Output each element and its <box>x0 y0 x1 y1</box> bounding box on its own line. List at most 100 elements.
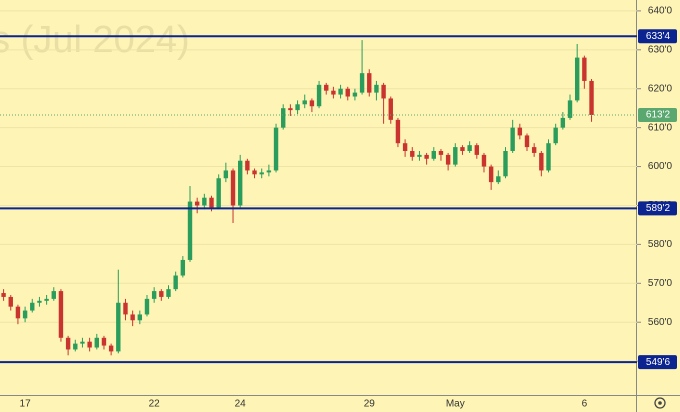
candle-body <box>367 73 372 93</box>
candle-body <box>424 154 429 159</box>
y-tick-label: 640'0 <box>648 6 673 17</box>
candle-body <box>309 100 315 107</box>
candle-body <box>410 150 415 157</box>
candle-body <box>517 127 523 136</box>
candle-body <box>166 289 171 297</box>
y-tick-label: 580'0 <box>648 239 673 250</box>
candle-body <box>288 108 293 111</box>
candle-body <box>582 57 587 81</box>
candle-body <box>252 170 257 175</box>
candle-body <box>589 80 594 115</box>
candle-body <box>151 291 157 299</box>
x-tick-label: 22 <box>149 399 161 410</box>
candle-body <box>295 104 300 111</box>
candle-body <box>331 90 336 95</box>
x-tick-label: 24 <box>235 399 247 410</box>
candle-body <box>381 84 386 99</box>
candle-body <box>8 296 13 307</box>
candle-body <box>144 298 150 315</box>
candle-body <box>567 100 573 118</box>
candle-body <box>194 201 200 206</box>
candle-body <box>510 127 515 151</box>
level-label-box <box>638 355 677 370</box>
level-label: 633'4 <box>646 31 671 42</box>
candle-body <box>80 341 85 344</box>
candle-body <box>460 147 465 151</box>
candle-body <box>395 119 401 144</box>
settings-icon[interactable] <box>654 397 666 409</box>
candle-body <box>51 291 56 299</box>
candle-body <box>245 160 250 171</box>
candle-body <box>417 154 422 157</box>
candle-body <box>553 127 558 144</box>
candle-body <box>560 117 566 128</box>
candle-body <box>574 57 580 101</box>
candle-body <box>58 291 64 338</box>
candle-body <box>173 275 178 290</box>
candle-body <box>15 306 21 319</box>
candle-body <box>87 341 92 348</box>
y-tick-label: 620'0 <box>648 83 673 94</box>
candle-body <box>531 147 537 153</box>
y-tick-label: 600'0 <box>648 161 673 172</box>
candle-body <box>108 345 114 352</box>
candle-body <box>281 108 286 128</box>
y-tick-label: 570'0 <box>648 278 673 289</box>
candle-body <box>22 310 28 319</box>
last-price-label: 613'2 <box>646 110 671 121</box>
watermark: es (Jul 2024) <box>0 19 190 61</box>
candle-body <box>44 298 49 301</box>
level-label-box <box>638 29 677 44</box>
candle-body <box>202 197 207 206</box>
candle-body <box>316 84 322 107</box>
candle-body <box>101 337 107 346</box>
candle-body <box>37 300 42 303</box>
candle-body <box>223 170 229 179</box>
settings-icon-dot <box>658 401 662 405</box>
candle-body <box>524 135 530 148</box>
candle-body <box>65 337 71 350</box>
candle-body <box>496 176 501 183</box>
candle-body <box>209 197 214 208</box>
candle-body <box>546 143 551 171</box>
level-label-box <box>638 201 677 216</box>
candle-body <box>73 343 78 350</box>
candle-body <box>445 154 451 165</box>
candle-body <box>481 154 487 167</box>
candle-body <box>123 302 128 315</box>
y-tick-label: 560'0 <box>648 317 673 328</box>
candle-body <box>431 150 436 159</box>
level-label: 589'2 <box>646 203 671 214</box>
x-tick-label: May <box>446 399 465 410</box>
y-tick-label: 610'0 <box>648 122 673 133</box>
level-label: 549'6 <box>646 357 671 368</box>
candle-body <box>402 143 408 151</box>
candle-body <box>438 150 444 155</box>
x-tick-label: 6 <box>582 399 588 410</box>
candle-body <box>230 170 236 206</box>
candle-body <box>137 314 143 321</box>
candle-body <box>273 127 279 171</box>
candle-body <box>467 145 472 151</box>
candle-body <box>94 337 99 348</box>
candle-body <box>130 314 135 321</box>
candle-body <box>352 92 358 97</box>
candle-body <box>1 293 6 297</box>
candle-body <box>159 291 164 297</box>
candle-body <box>474 145 480 155</box>
candle-body <box>488 166 494 183</box>
candle-body <box>116 302 121 352</box>
candle-body <box>187 201 193 260</box>
candle-body <box>259 172 264 175</box>
last-price-box <box>638 107 677 122</box>
candle-body <box>453 147 458 165</box>
candle-body <box>359 73 365 93</box>
candle-body <box>338 88 343 95</box>
candle-body <box>503 150 508 177</box>
x-tick-label: 29 <box>364 399 376 410</box>
y-tick-label: 630'0 <box>648 44 673 55</box>
candle-body <box>345 88 350 97</box>
